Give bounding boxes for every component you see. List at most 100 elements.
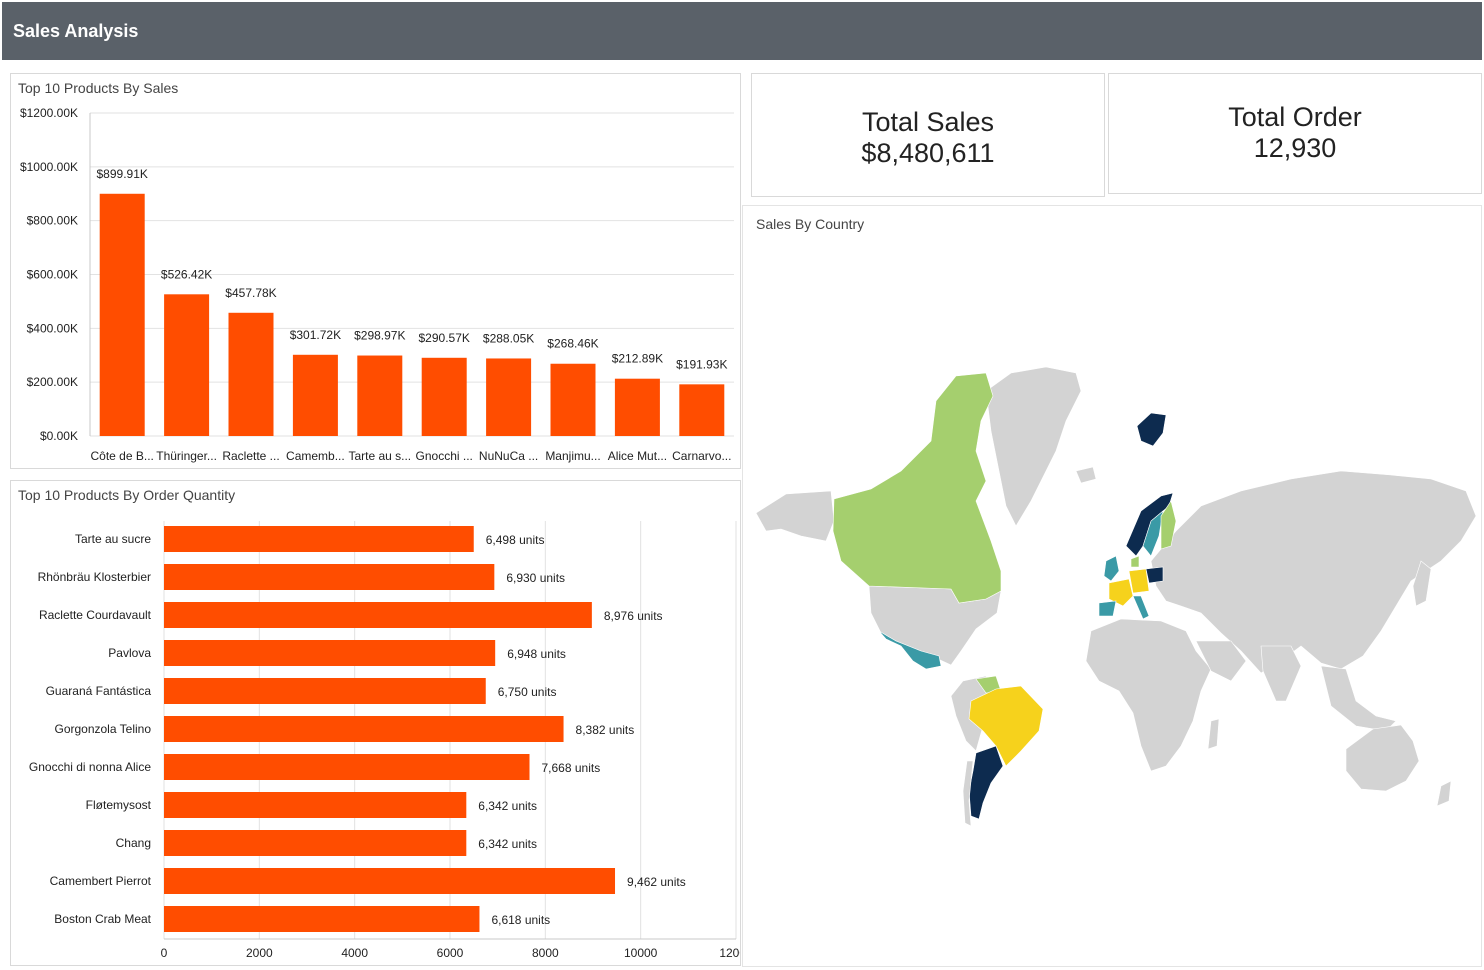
data-label: $288.05K — [483, 331, 534, 345]
data-label: $301.72K — [290, 328, 341, 342]
world-map — [755, 366, 1477, 827]
bar — [679, 384, 725, 436]
y-tick-label: $0.00K — [40, 429, 78, 443]
map-region-uk — [1103, 555, 1120, 582]
map-region-alaska — [755, 490, 835, 542]
data-label: $268.46K — [547, 337, 598, 351]
bar — [164, 868, 616, 894]
data-label: 9,462 units — [627, 875, 686, 889]
total-order-value: 12,930 — [1253, 133, 1337, 163]
y-tick-label: $400.00K — [27, 321, 78, 335]
map-region-svalbard — [1136, 412, 1167, 447]
x-tick-label: 8000 — [532, 946, 559, 960]
x-tick-label: Carnarvo... — [672, 449, 731, 463]
map-region-portugal-spain — [1098, 600, 1117, 617]
x-tick-label: Côte de B... — [91, 449, 154, 463]
map-region-japan — [1412, 560, 1432, 607]
bar — [164, 830, 467, 856]
bar — [164, 678, 486, 704]
total-order-card: Total Order 12,930 — [1108, 73, 1482, 194]
map-region-africa — [1085, 618, 1212, 772]
y-tick-label: Fløtemysost — [86, 798, 152, 812]
y-tick-label: Camembert Pierrot — [50, 874, 152, 888]
x-tick-label: 4000 — [341, 946, 368, 960]
data-label: 8,382 units — [576, 723, 635, 737]
y-tick-label: Tarte au sucre — [75, 532, 151, 546]
x-tick-label: 6000 — [437, 946, 464, 960]
total-sales-label: Total Sales — [861, 107, 995, 137]
y-tick-label: Pavlova — [108, 646, 151, 660]
map-region-mexico — [878, 630, 942, 670]
data-label: 6,342 units — [478, 799, 537, 813]
x-tick-label: 0 — [161, 946, 168, 960]
y-tick-label: Gnocchi di nonna Alice — [29, 760, 151, 774]
map-region-argentina — [968, 745, 1004, 820]
data-label: 6,498 units — [486, 533, 545, 547]
map-region-finland — [1160, 500, 1177, 550]
data-label: $526.42K — [161, 267, 212, 281]
quantity-chart-title: Top 10 Products By Order Quantity — [18, 487, 236, 503]
map-region-madagascar — [1207, 718, 1220, 750]
bar — [164, 564, 495, 590]
bar — [292, 354, 338, 436]
total-sales-card: Total Sales $8,480,611 — [751, 73, 1105, 197]
bar — [164, 906, 480, 932]
y-tick-label: Raclette Courdavault — [39, 608, 152, 622]
x-tick-label: Camemb... — [286, 449, 345, 463]
x-tick-label: Alice Mut... — [608, 449, 667, 463]
map-region-southeast-asia — [1320, 665, 1397, 732]
y-tick-label: $1000.00K — [20, 160, 78, 174]
data-label: 6,750 units — [498, 685, 557, 699]
map-region-brazil — [968, 685, 1044, 767]
data-label: $290.57K — [419, 331, 470, 345]
map-region-poland — [1145, 566, 1164, 584]
map-region-chile — [962, 760, 974, 827]
data-label: 6,342 units — [478, 837, 537, 851]
map-region-india — [1260, 645, 1302, 702]
quantity-bar-chart: 0 2000 4000 6000 8000 10000 12000 6,498 units Ta… — [29, 521, 740, 960]
map-region-germany — [1128, 568, 1150, 594]
bar — [99, 193, 145, 436]
bar — [421, 357, 467, 436]
data-label: $457.78K — [225, 286, 276, 300]
data-label: 6,618 units — [491, 913, 550, 927]
bar — [164, 716, 564, 742]
sales-bar-chart: $0.00K $200.00K $400.00K $600.00K $800.00K $1… — [20, 106, 734, 463]
map-region-greenland — [985, 366, 1082, 527]
app-title: Sales Analysis — [13, 21, 139, 41]
sales-chart-title: Top 10 Products By Sales — [18, 80, 179, 96]
map-region-denmark — [1130, 555, 1140, 568]
x-tick-label: Raclette ... — [222, 449, 279, 463]
y-tick-label: $600.00K — [27, 268, 78, 282]
y-tick-label: Rhönbräu Klosterbier — [38, 570, 151, 584]
y-tick-label: $1200.00K — [20, 106, 78, 120]
data-label: $212.89K — [612, 352, 663, 366]
bar — [164, 294, 210, 436]
map-region-arabia — [1195, 640, 1247, 682]
map-region-iceland — [1075, 466, 1097, 484]
map-region-italy — [1132, 595, 1150, 620]
bar — [228, 312, 274, 436]
bar — [164, 792, 467, 818]
y-tick-label: Boston Crab Meat — [54, 912, 151, 926]
data-label: 8,976 units — [604, 609, 663, 623]
x-tick-label: Tarte au s... — [348, 449, 411, 463]
map-region-new-zealand — [1436, 780, 1452, 807]
x-tick-label: NuNuCa ... — [479, 449, 538, 463]
x-tick-label: Thüringer... — [156, 449, 217, 463]
data-label: $191.93K — [676, 357, 727, 371]
y-tick-label: $800.00K — [27, 214, 78, 228]
x-tick-label: 2000 — [246, 946, 273, 960]
bar — [164, 526, 474, 552]
y-tick-label: Chang — [116, 836, 151, 850]
data-label: 6,930 units — [506, 571, 565, 585]
y-tick-label: $200.00K — [27, 375, 78, 389]
quantity-chart-panel: Top 10 Products By Order Quantity 0 2000 4… — [10, 480, 741, 966]
data-label: $298.97K — [354, 329, 405, 343]
data-label: $899.91K — [97, 167, 148, 181]
total-order-label: Total Order — [1228, 102, 1362, 132]
app-header: Sales Analysis — [2, 2, 1482, 60]
x-tick-label: 10000 — [624, 946, 658, 960]
map-region-eurasia — [1150, 470, 1477, 674]
x-tick-label: 12000 — [719, 946, 740, 960]
